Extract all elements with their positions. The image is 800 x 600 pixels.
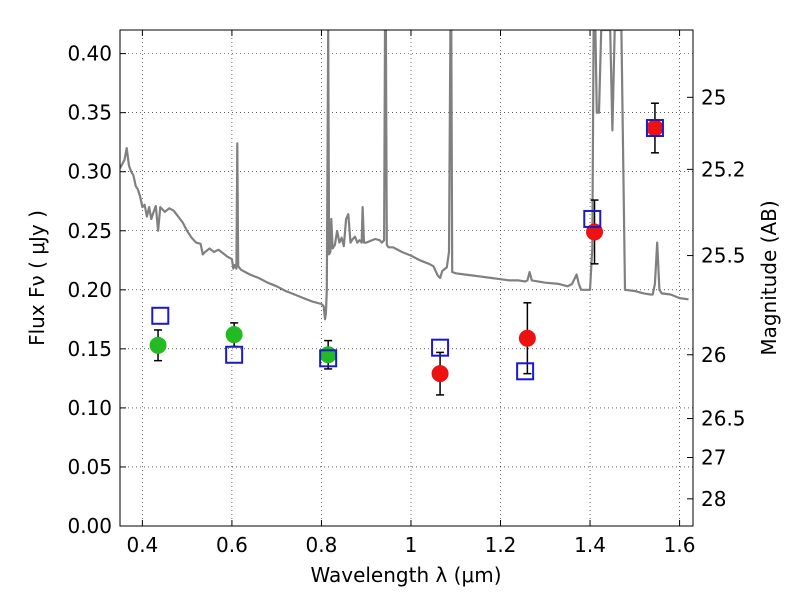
y2-tick-label: 25 xyxy=(701,85,726,109)
series-layer xyxy=(120,30,689,321)
y2-tick-label: 26 xyxy=(701,343,726,367)
y-tick-label: 0.30 xyxy=(67,160,112,184)
y2-tick-label: 28 xyxy=(701,487,726,511)
ticks-layer: 0.4 0.6 0.8 1 1.2 1.4 1.6 0.00 0.05 0.10 0.15 0.20 0… xyxy=(67,30,746,557)
x-axis-label: Wavelength λ (μm) xyxy=(310,563,501,587)
x-tick-label: 1 xyxy=(405,533,418,557)
plot-background xyxy=(120,30,693,526)
model-spectrum-line xyxy=(120,30,689,321)
y2-tick-label: 27 xyxy=(701,446,726,470)
model-photometry-square xyxy=(645,119,664,138)
x-tick-label: 0.6 xyxy=(216,533,248,557)
x-tick-label: 0.4 xyxy=(126,533,158,557)
x-tick-label: 1.6 xyxy=(664,533,696,557)
model-photometry-square xyxy=(319,349,338,368)
y-tick-label: 0.25 xyxy=(67,219,112,243)
model-photometry-square xyxy=(431,338,450,357)
y2-tick-label: 25.2 xyxy=(701,157,746,181)
data-point xyxy=(225,326,243,344)
y-tick-label: 0.10 xyxy=(67,396,112,420)
plot-frame xyxy=(119,29,694,527)
model-photometry-square xyxy=(151,306,170,325)
model-photometry-square xyxy=(225,345,244,364)
data-point xyxy=(518,329,536,347)
data-point xyxy=(646,119,664,137)
data-point xyxy=(149,336,167,354)
y-tick-label: 0.15 xyxy=(67,337,112,361)
y-tick-label: 0.35 xyxy=(67,101,112,125)
y-tick-label: 0.20 xyxy=(67,278,112,302)
model-photometry-square xyxy=(516,362,535,381)
y-axis-label: Flux Fν ( μJy ) xyxy=(25,210,49,346)
x-tick-label: 1.4 xyxy=(574,533,606,557)
y-tick-label: 0.40 xyxy=(67,42,112,66)
y2-tick-label: 26.5 xyxy=(701,407,746,431)
y-tick-label: 0.05 xyxy=(67,455,112,479)
markers-layer xyxy=(149,102,664,396)
x-tick-label: 0.8 xyxy=(306,533,338,557)
y2-tick-label: 25.5 xyxy=(701,244,746,268)
model-photometry-square xyxy=(583,209,602,228)
x-tick-label: 1.2 xyxy=(485,533,517,557)
y2-axis-label: Magnitude (AB) xyxy=(757,200,781,355)
y-tick-label: 0.00 xyxy=(67,514,112,538)
data-point xyxy=(319,346,337,364)
data-point xyxy=(431,365,449,383)
